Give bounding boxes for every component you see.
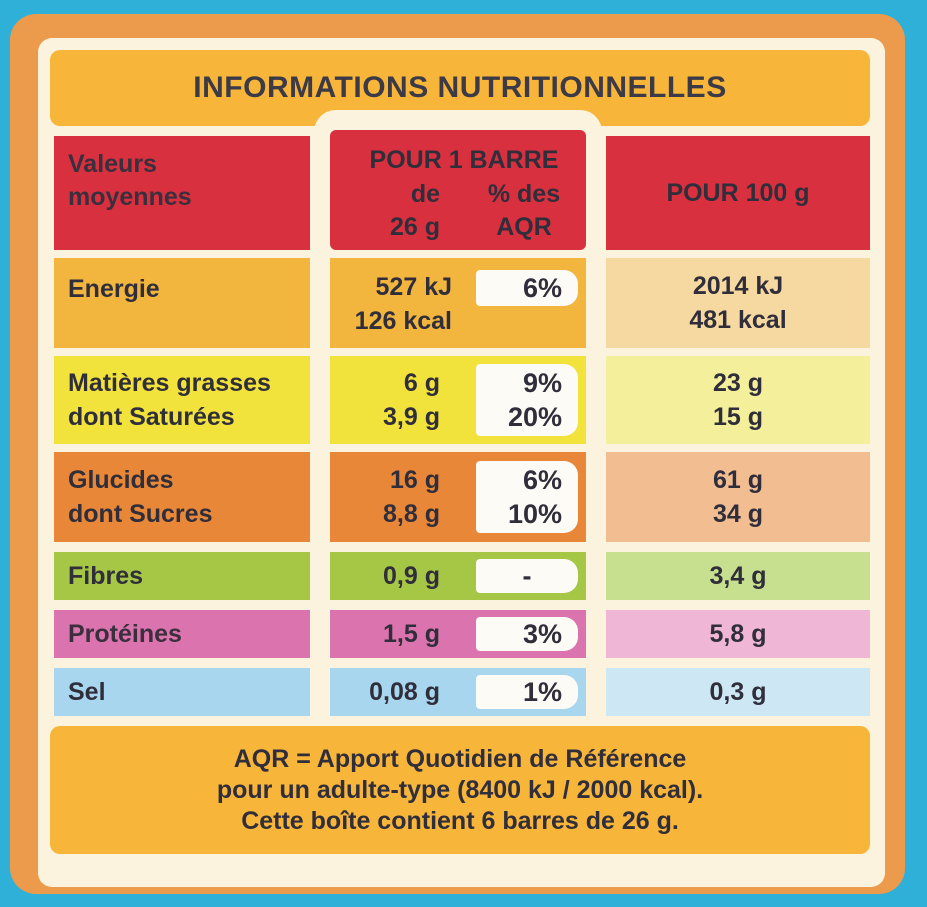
- fibres-label: Fibres: [54, 552, 310, 600]
- fibres-per-bar-cell: 0,9 g -: [330, 552, 586, 600]
- proteines-aqr: 3%: [476, 617, 578, 651]
- header-per-bar-weight: de 26 g: [389, 180, 440, 241]
- proteines-per-bar: 1,5 g: [383, 620, 440, 648]
- fibres-per-bar: 0,9 g: [383, 562, 440, 590]
- footer-line-3: Cette boîte contient 6 barres de 26 g.: [241, 806, 679, 835]
- energie-per-100g: 2014 kJ 481 kcal: [606, 258, 870, 348]
- header-per-bar: POUR 1 BARRE de 26 g % des AQR: [330, 130, 586, 250]
- footer-line-2: pour un adulte-type (8400 kJ / 2000 kcal…: [216, 775, 704, 804]
- footer-note: AQR = Apport Quotidien de Référence pour…: [50, 726, 870, 854]
- header-aqr: % des AQR: [487, 180, 561, 241]
- sel-per-bar: 0,08 g: [369, 678, 440, 706]
- proteines-per-100g: 5,8 g: [606, 610, 870, 658]
- header-per-bar-title: POUR 1 BARRE: [369, 146, 559, 174]
- sel-label: Sel: [54, 668, 310, 716]
- glucides-per-100g: 61 g 34 g: [606, 452, 870, 542]
- sel-per-100g: 0,3 g: [606, 668, 870, 716]
- graisses-per-100g: 23 g 15 g: [606, 356, 870, 444]
- fibres-aqr: -: [476, 559, 578, 593]
- header-per-100g: POUR 100 g: [606, 136, 870, 250]
- glucides-per-bar: 16 g 8,8 g: [383, 466, 440, 528]
- energie-per-bar: 527 kJ 126 kcal: [354, 273, 452, 335]
- energie-aqr: 6%: [476, 270, 578, 306]
- energie-per-bar-cell: 527 kJ 126 kcal 6%: [330, 258, 586, 348]
- energie-label: Energie: [54, 258, 310, 348]
- header-label: Valeurs moyennes: [54, 136, 310, 250]
- proteines-per-bar-cell: 1,5 g 3%: [330, 610, 586, 658]
- glucides-label: Glucides dont Sucres: [54, 452, 310, 542]
- graisses-aqr: 9% 20%: [476, 364, 578, 436]
- footer-line-1: AQR = Apport Quotidien de Référence: [233, 744, 687, 773]
- proteines-label: Protéines: [54, 610, 310, 658]
- fibres-per-100g: 3,4 g: [606, 552, 870, 600]
- graisses-label: Matières grasses dont Saturées: [54, 356, 310, 444]
- graisses-per-bar: 6 g 3,9 g: [383, 369, 440, 431]
- glucides-per-bar-cell: 16 g 8,8 g 6% 10%: [330, 452, 586, 542]
- sel-per-bar-cell: 0,08 g 1%: [330, 668, 586, 716]
- glucides-aqr: 6% 10%: [476, 461, 578, 533]
- graisses-per-bar-cell: 6 g 3,9 g 9% 20%: [330, 356, 586, 444]
- sel-aqr: 1%: [476, 675, 578, 709]
